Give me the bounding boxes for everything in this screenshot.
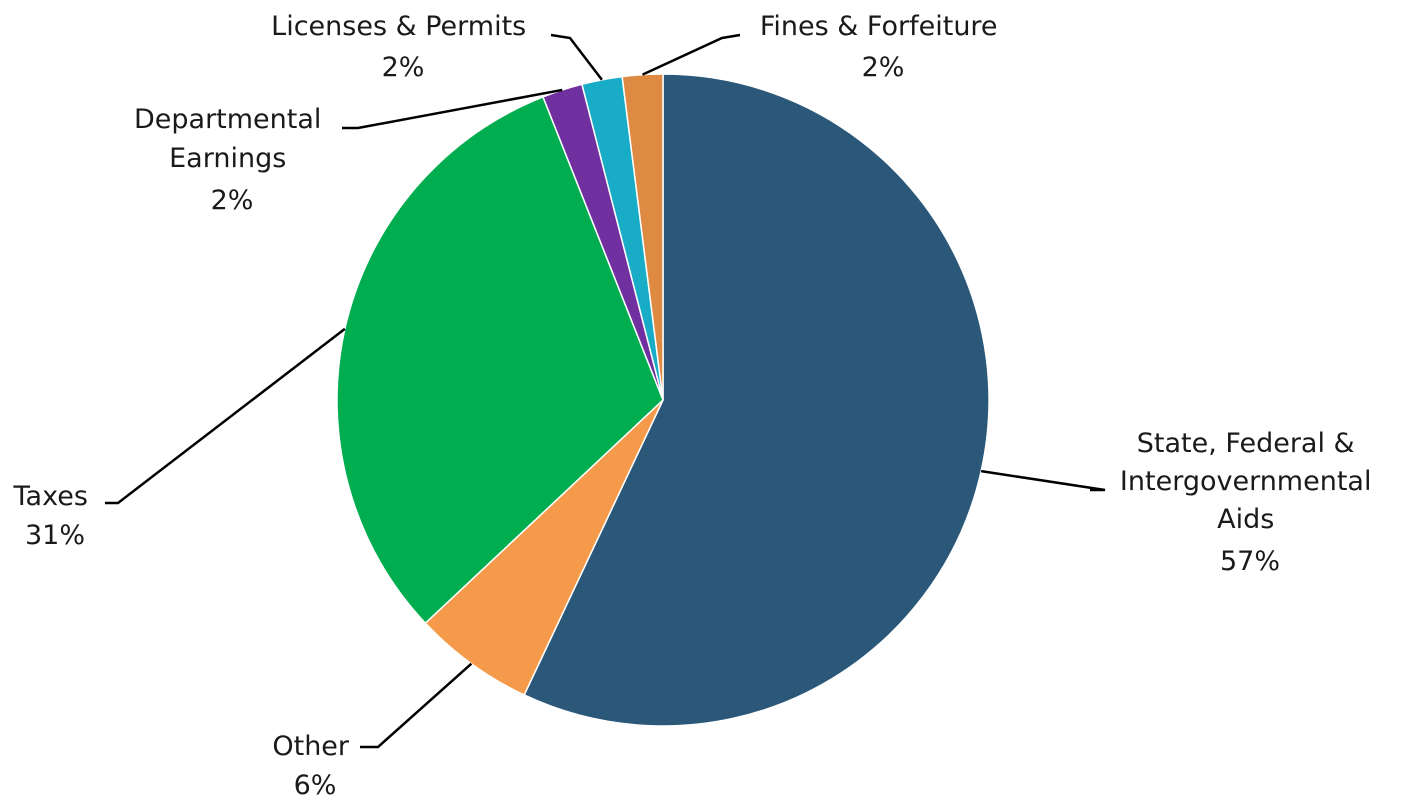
label-state-federal-aids-line1: State, Federal & <box>1137 428 1355 459</box>
pie-slices <box>336 73 990 727</box>
leader-line-2 <box>105 327 346 505</box>
label-state-federal-aids-percent: 57% <box>1220 546 1280 577</box>
label-departmental-earnings-line2: Earnings <box>169 143 286 174</box>
leader-line-4 <box>550 33 603 81</box>
pie-slice-taxes <box>336 95 664 625</box>
label-taxes-line1: Taxes <box>13 481 88 512</box>
label-other: Other 6% <box>272 731 357 801</box>
label-fines-forfeiture-line1: Fines & Forfeiture <box>760 11 998 42</box>
label-licenses-permits-percent: 2% <box>382 52 425 83</box>
label-state-federal-aids-line2: Intergovernmental <box>1120 466 1372 497</box>
label-departmental-earnings-line1: Departmental <box>134 104 321 135</box>
pie-slice-other <box>424 399 664 696</box>
leader-line-3 <box>342 88 563 130</box>
leader-line-1 <box>360 662 473 749</box>
pie-slice-state-federal-intergovernmental-aids <box>523 73 990 727</box>
pie-slice-fines-forfeiture <box>621 73 664 401</box>
label-state-federal-aids: State, Federal & Intergovernmental Aids … <box>1120 428 1380 577</box>
label-other-percent: 6% <box>294 770 337 801</box>
label-fines-forfeiture: Fines & Forfeiture 2% <box>760 11 1006 83</box>
label-taxes: Taxes 31% <box>13 481 97 551</box>
label-other-line1: Other <box>272 731 350 762</box>
leader-line-0 <box>980 469 1106 492</box>
leader-lines <box>105 33 1106 749</box>
label-licenses-permits-line1: Licenses & Permits <box>271 11 526 42</box>
label-fines-forfeiture-percent: 2% <box>862 52 905 83</box>
label-departmental-earnings-percent: 2% <box>211 185 254 216</box>
label-departmental-earnings: Departmental Earnings 2% <box>134 104 330 216</box>
leader-line-5 <box>642 33 741 76</box>
label-state-federal-aids-line3: Aids <box>1217 504 1274 535</box>
label-taxes-percent: 31% <box>25 520 85 551</box>
label-licenses-permits: Licenses & Permits 2% <box>271 11 535 83</box>
